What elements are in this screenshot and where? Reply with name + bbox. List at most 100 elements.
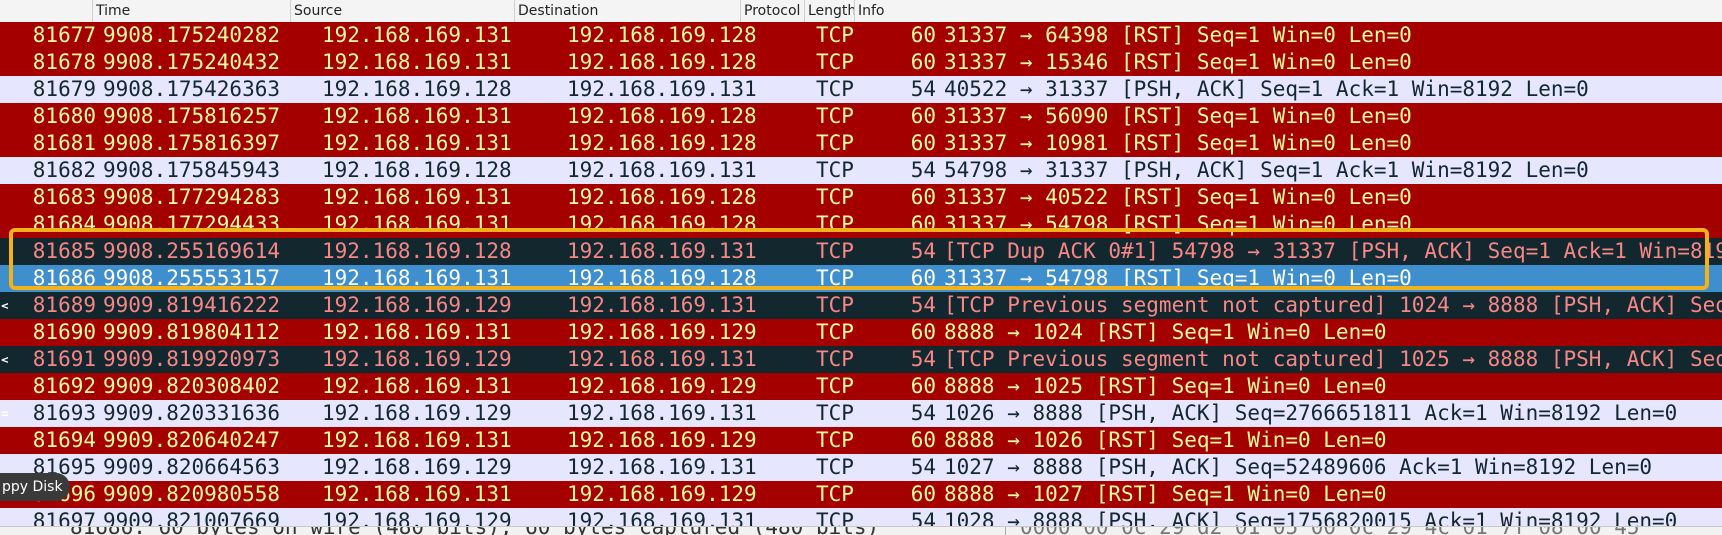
packet-info: 8888 → 1024 [RST] Seq=1 Win=0 Len=0: [944, 320, 1387, 344]
column-header-no[interactable]: [0, 0, 92, 22]
packet-time: 9909.820664563: [103, 455, 281, 479]
packet-number: 81686: [32, 266, 96, 290]
packet-info: 1026 → 8888 [PSH, ACK] Seq=2766651811 Ac…: [944, 401, 1678, 425]
packet-protocol: TCP: [816, 23, 854, 47]
packet-protocol: TCP: [816, 77, 854, 101]
packet-row[interactable]: 81692 9909.820308402 192.168.169.131 192.16…: [0, 373, 1722, 400]
packet-time: 9909.819416222: [103, 293, 281, 317]
packet-row[interactable]: 816969909.820980558192.168.169.131192.16…: [0, 481, 1722, 508]
packet-time: 9908.175845943: [103, 158, 281, 182]
packet-row[interactable]: 81679 9908.175426363 192.168.169.128 192.16…: [0, 76, 1722, 103]
packet-row[interactable]: 81682 9908.175845943 192.168.169.128 192.16…: [0, 157, 1722, 184]
packet-info: 8888 → 1027 [RST] Seq=1 Win=0 Len=0: [944, 482, 1387, 506]
packet-protocol: TCP: [816, 50, 854, 74]
packet-length: 54: [910, 239, 936, 263]
packet-destination: 192.168.169.128: [567, 50, 757, 74]
packet-row[interactable]: 81678 9908.175240432 192.168.169.131 192.16…: [0, 49, 1722, 76]
packet-row[interactable]: 81685 9908.255169614 192.168.169.128 192.16…: [0, 238, 1722, 265]
packet-destination: 192.168.169.131: [567, 455, 757, 479]
packet-time: 9908.255553157: [103, 266, 281, 290]
packet-protocol: TCP: [816, 374, 854, 398]
packet-length: 60: [910, 131, 936, 155]
packet-row[interactable]: 81677 9908.175240282 192.168.169.131 192.16…: [0, 22, 1722, 49]
packet-destination: 192.168.169.128: [567, 104, 757, 128]
packet-info: [TCP Previous segment not captured] 1024…: [944, 293, 1722, 317]
packet-destination: 192.168.169.131: [567, 239, 757, 263]
packet-source: 192.168.169.131: [322, 185, 512, 209]
packet-protocol: TCP: [816, 401, 854, 425]
packet-length: 60: [910, 482, 936, 506]
packet-source: 192.168.169.129: [322, 347, 512, 371]
packet-info: 31337 → 40522 [RST] Seq=1 Win=0 Len=0: [944, 185, 1412, 209]
packet-destination: 192.168.169.129: [567, 374, 757, 398]
packet-source: 192.168.169.129: [322, 401, 512, 425]
packet-row[interactable]: 81680 9908.175816257 192.168.169.131 192.16…: [0, 103, 1722, 130]
packet-source: 192.168.169.129: [322, 293, 512, 317]
packet-source: 192.168.169.128: [322, 77, 512, 101]
packet-protocol: TCP: [816, 131, 854, 155]
column-header-info[interactable]: Info: [854, 0, 1722, 22]
packet-length: 60: [910, 428, 936, 452]
packet-source: 192.168.169.131: [322, 320, 512, 344]
column-header-time[interactable]: Time: [92, 0, 290, 22]
packet-time: 9908.175240282: [103, 23, 281, 47]
packet-row[interactable]: 81684 9908.177294433 192.168.169.131 192.16…: [0, 211, 1722, 238]
packet-destination: 192.168.169.131: [567, 401, 757, 425]
column-header-source[interactable]: Source: [290, 0, 514, 22]
packet-time: 9908.175816257: [103, 104, 281, 128]
packet-number: 81681: [32, 131, 96, 155]
packet-number: 81680: [32, 104, 96, 128]
packet-row[interactable]: 81694 9909.820640247 192.168.169.131 192.16…: [0, 427, 1722, 454]
packet-list-header: Time Source Destination Protocol Length …: [0, 0, 1722, 23]
packet-row[interactable]: = 81693 9909.820331636 192.168.169.129 192.1…: [0, 400, 1722, 427]
packet-row[interactable]: <81689 9909.819416222 192.168.169.129 192.1…: [0, 292, 1722, 319]
packet-info: 31337 → 64398 [RST] Seq=1 Win=0 Len=0: [944, 23, 1412, 47]
packet-source: 192.168.169.129: [322, 455, 512, 479]
packet-destination: 192.168.169.128: [567, 185, 757, 209]
packet-info: 31337 → 10981 [RST] Seq=1 Win=0 Len=0: [944, 131, 1412, 155]
packet-protocol: TCP: [816, 158, 854, 182]
packet-source: 192.168.169.131: [322, 374, 512, 398]
packet-protocol: TCP: [816, 347, 854, 371]
packet-length: 54: [910, 293, 936, 317]
packet-row[interactable]: 81686 9908.255553157 192.168.169.131 192.16…: [0, 265, 1722, 292]
packet-info: 40522 → 31337 [PSH, ACK] Seq=1 Ack=1 Win…: [944, 77, 1589, 101]
packet-length: 60: [910, 212, 936, 236]
packet-length: 60: [910, 374, 936, 398]
packet-destination: 192.168.169.128: [567, 131, 757, 155]
column-header-length[interactable]: Length: [804, 0, 854, 22]
packet-info: 1027 → 8888 [PSH, ACK] Seq=52489606 Ack=…: [944, 455, 1653, 479]
packet-destination: 192.168.169.131: [567, 347, 757, 371]
row-marker: <: [0, 296, 8, 315]
packet-length: 54: [910, 158, 936, 182]
packet-number: 81692: [32, 374, 96, 398]
status-divider: [1005, 527, 1006, 535]
status-bar: 81686: 60 bytes on wire (480 bits), 60 b…: [0, 526, 1722, 535]
column-header-destination[interactable]: Destination: [514, 0, 740, 22]
packet-info: [TCP Previous segment not captured] 1025…: [944, 347, 1722, 371]
packet-row[interactable]: 81695 9909.820664563 192.168.169.129 192.16…: [0, 454, 1722, 481]
packet-length: 54: [910, 77, 936, 101]
packet-number: 81691: [32, 347, 96, 371]
packet-row[interactable]: 81690 9909.819804112 192.168.169.131 192.16…: [0, 319, 1722, 346]
packet-row[interactable]: 81681 9908.175816397 192.168.169.131 192.16…: [0, 130, 1722, 157]
packet-number: 81693: [32, 401, 96, 425]
packet-source: 192.168.169.131: [322, 104, 512, 128]
packet-source: 192.168.169.131: [322, 131, 512, 155]
packet-source: 192.168.169.128: [322, 158, 512, 182]
packet-time: 9908.255169614: [103, 239, 281, 263]
packet-length: 60: [910, 104, 936, 128]
packet-source: 192.168.169.131: [322, 23, 512, 47]
packet-number: 81685: [32, 239, 96, 263]
column-header-protocol[interactable]: Protocol: [740, 0, 804, 22]
packet-length: 54: [910, 401, 936, 425]
packet-list: 81677 9908.175240282 192.168.169.131 192.16…: [0, 22, 1722, 535]
packet-row[interactable]: <81691 9909.819920973 192.168.169.129 192.1…: [0, 346, 1722, 373]
packet-destination: 192.168.169.129: [567, 320, 757, 344]
packet-number: 81679: [32, 77, 96, 101]
packet-time: 9908.175816397: [103, 131, 281, 155]
packet-number: 81694: [32, 428, 96, 452]
packet-row[interactable]: 81683 9908.177294283 192.168.169.131 192.16…: [0, 184, 1722, 211]
packet-number: 81689: [32, 293, 96, 317]
packet-time: 9909.820308402: [103, 374, 281, 398]
